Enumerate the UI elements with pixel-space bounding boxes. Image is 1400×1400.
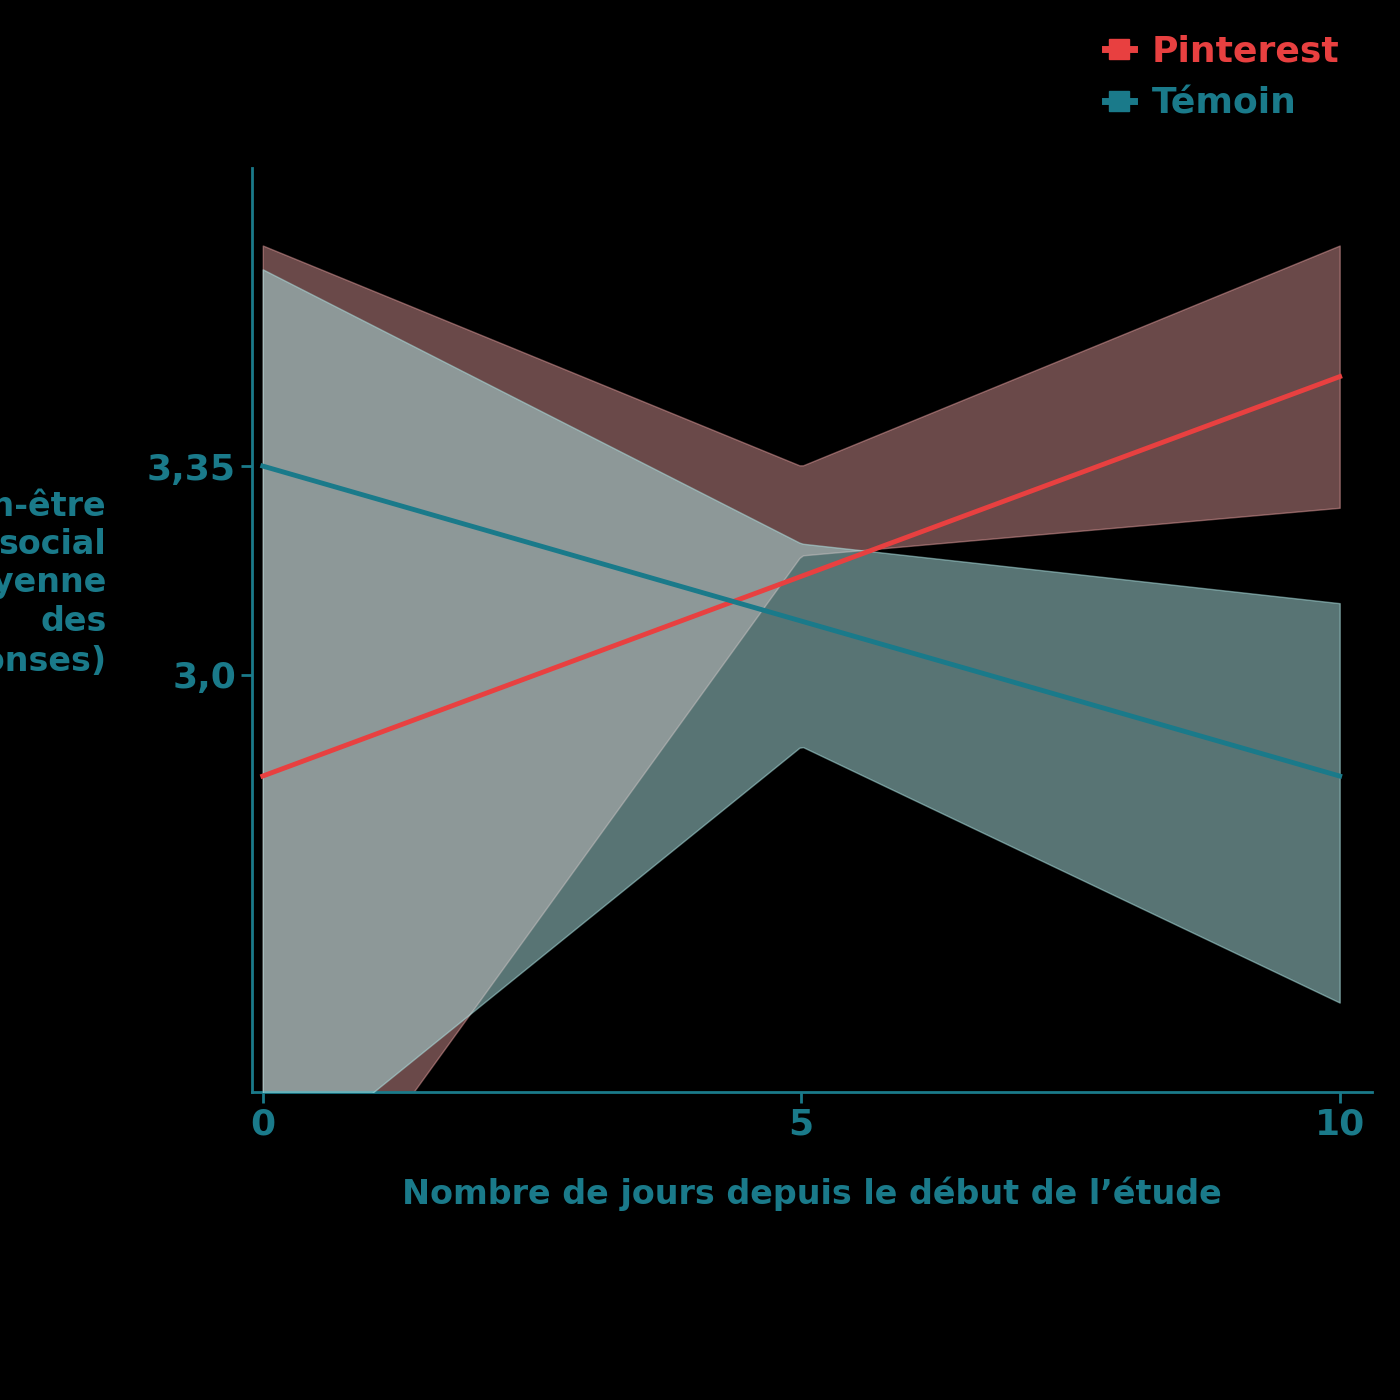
Legend: Pinterest, Témoin: Pinterest, Témoin <box>1091 20 1354 134</box>
X-axis label: Nombre de jours depuis le début de l’étude: Nombre de jours depuis le début de l’étu… <box>402 1176 1222 1211</box>
Y-axis label: Bien-être
social
(moyenne
des
réponses): Bien-être social (moyenne des réponses) <box>0 490 106 678</box>
